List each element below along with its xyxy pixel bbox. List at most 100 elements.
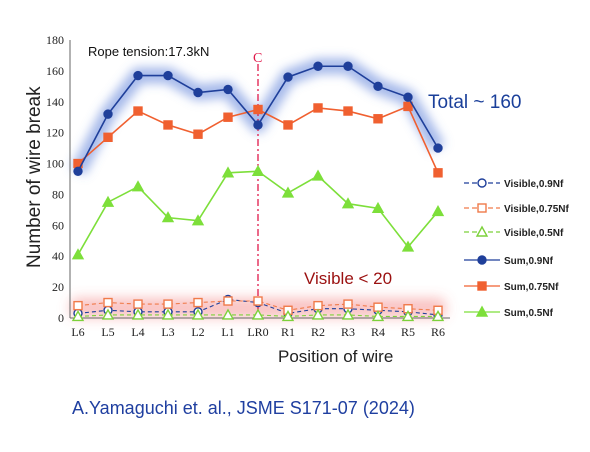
- data-point: [163, 120, 173, 130]
- data-point: [133, 70, 143, 81]
- data-point: [343, 299, 353, 309]
- data-point: [251, 308, 265, 320]
- data-point: [313, 103, 323, 113]
- data-point: [221, 308, 235, 320]
- data-point: [403, 101, 413, 112]
- series-Visible,0.5Nf: [71, 308, 445, 322]
- citation: A.Yamaguchi et. al., JSME S171-07 (2024): [72, 398, 415, 418]
- data-point: [431, 310, 445, 322]
- data-point: [161, 308, 175, 320]
- data-point: [475, 225, 489, 237]
- y-axis-label: Number of wire break: [24, 86, 45, 268]
- x-tick-label: L5: [101, 325, 114, 339]
- y-tick-labels: 0 20 40 60 80 100 120 140 160 180: [46, 33, 64, 325]
- legend-item: Visible,0.5Nf: [464, 225, 564, 239]
- data-point: [477, 255, 487, 265]
- data-point: [101, 308, 115, 320]
- data-point: [313, 300, 323, 311]
- y-tick-label: 120: [46, 126, 64, 140]
- y-tick-label: 140: [46, 95, 64, 109]
- legend-item: Sum,0.5Nf: [464, 305, 554, 319]
- data-point: [371, 201, 385, 214]
- data-point: [191, 214, 205, 226]
- series-Sum,0.5Nf: [71, 164, 445, 260]
- data-point: [433, 143, 443, 153]
- data-point: [103, 132, 113, 143]
- data-point: [71, 248, 85, 260]
- series-Sum,0.75Nf: [73, 101, 443, 178]
- y-tick-label: 0: [58, 311, 64, 325]
- data-point: [223, 112, 233, 122]
- total-annotation: Total ~ 160: [428, 92, 522, 113]
- data-point: [253, 104, 263, 115]
- visible-annotation: Visible < 20: [304, 269, 392, 288]
- rope-tension-note: Rope tension:17.3kN: [88, 44, 209, 59]
- data-point: [281, 186, 295, 198]
- data-point: [477, 281, 487, 291]
- y-tick-label: 20: [52, 280, 64, 294]
- center-mark-label: C: [253, 51, 262, 66]
- y-tick-label: 100: [46, 157, 64, 171]
- y-tick-label: 40: [52, 249, 64, 263]
- x-tick-label: R5: [401, 325, 415, 339]
- data-point: [313, 61, 323, 71]
- x-tick-label: R3: [341, 325, 355, 339]
- data-point: [163, 299, 173, 309]
- legend-item: Sum,0.75Nf: [464, 281, 559, 293]
- data-point: [103, 109, 113, 119]
- y-tick-label: 60: [52, 218, 64, 232]
- x-tick-label: R6: [431, 325, 445, 339]
- legend-label: Sum,0.75Nf: [504, 282, 559, 293]
- data-point: [223, 84, 233, 95]
- data-point: [341, 197, 355, 209]
- x-tick-label: R2: [311, 325, 325, 339]
- data-point: [431, 204, 445, 217]
- data-point: [193, 129, 203, 139]
- series-Sum,0.9Nf: [73, 61, 443, 176]
- data-point: [373, 302, 383, 312]
- data-point: [193, 87, 203, 98]
- y-tick-label: 180: [46, 33, 64, 47]
- data-point: [131, 180, 145, 192]
- data-point: [253, 296, 263, 306]
- data-point: [311, 169, 325, 181]
- data-point: [343, 61, 353, 71]
- y-tick-label: 80: [52, 187, 64, 201]
- data-point: [71, 310, 85, 322]
- data-point: [191, 308, 205, 320]
- x-tick-label: L6: [71, 325, 84, 339]
- legend-item: Sum,0.9Nf: [464, 255, 554, 267]
- data-point: [477, 203, 487, 213]
- legend-item: Visible,0.9Nf: [464, 178, 564, 190]
- data-point: [475, 305, 489, 317]
- data-point: [401, 240, 415, 252]
- data-point: [73, 166, 83, 176]
- x-tick-label: L1: [221, 325, 234, 339]
- legend-label: Visible,0.9Nf: [504, 179, 564, 190]
- series-layer: [71, 61, 445, 322]
- data-point: [103, 297, 113, 308]
- data-point: [373, 81, 383, 92]
- x-tick-label: R4: [371, 325, 385, 339]
- data-point: [133, 106, 143, 116]
- legend: Visible,0.9Nf Visible,0.75Nf Visible,0.5Nf…: [464, 178, 570, 319]
- data-point: [161, 211, 175, 223]
- x-tick-label: L3: [161, 325, 174, 339]
- legend-label: Visible,0.5Nf: [504, 228, 564, 239]
- x-tick-label: L2: [191, 325, 204, 339]
- data-point: [221, 166, 235, 178]
- x-axis-label: Position of wire: [278, 347, 393, 366]
- data-point: [133, 299, 143, 309]
- data-point: [283, 120, 293, 130]
- data-point: [401, 310, 415, 322]
- data-point: [373, 114, 383, 124]
- data-point: [311, 308, 325, 320]
- data-point: [371, 310, 385, 322]
- x-tick-label: R1: [281, 325, 295, 339]
- data-point: [163, 70, 173, 81]
- data-point: [101, 195, 115, 207]
- legend-item: Visible,0.75Nf: [464, 203, 570, 215]
- data-point: [73, 300, 83, 311]
- data-point: [131, 308, 145, 320]
